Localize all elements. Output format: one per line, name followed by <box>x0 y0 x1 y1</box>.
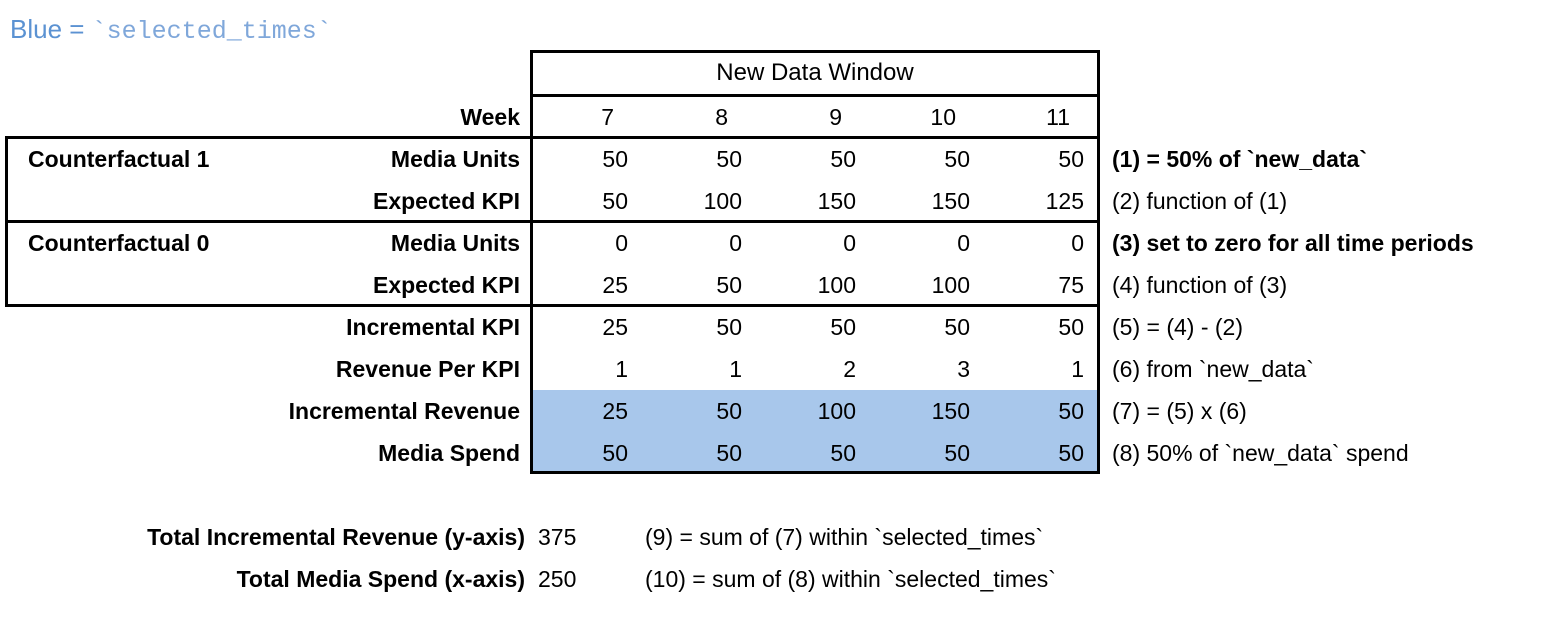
border-cf0-bottom <box>5 304 1100 307</box>
cell-value: 50 <box>716 314 742 340</box>
border-cf1-bottom <box>5 220 1100 223</box>
group-label-counterfactual-1: Counterfactual 1 <box>28 146 210 172</box>
cell-value: 0 <box>729 230 742 256</box>
cell-value: 50 <box>830 440 856 466</box>
week-row: Week 7 8 9 10 11 <box>0 96 1544 138</box>
cell-value: 50 <box>602 440 628 466</box>
cell-value: 50 <box>602 188 628 214</box>
cell-value: 50 <box>716 272 742 298</box>
row-label: Media Units <box>390 230 520 256</box>
week-label: Week <box>460 104 520 130</box>
cell-value: 0 <box>1071 230 1084 256</box>
border-center-vertical <box>530 50 533 474</box>
total-media-spend-row: Total Media Spend (x-axis) 250 (10) = su… <box>0 558 1544 600</box>
table-row-media-units-cf0: Media Units 0 0 0 0 0 (3) set to zero fo… <box>0 222 1544 264</box>
cell-value: 50 <box>830 314 856 340</box>
total-value: 375 <box>538 524 577 550</box>
cell-value: 50 <box>716 146 742 172</box>
legend-blue-selected-times: Blue = `selected_times` <box>10 14 332 46</box>
cell-value: 25 <box>602 272 628 298</box>
row-label: Media Units <box>390 146 520 172</box>
table-row-incremental-kpi: Incremental KPI 25 50 50 50 50 (5) = (4)… <box>0 306 1544 348</box>
row-label: Expected KPI <box>373 272 520 298</box>
cell-value: 150 <box>817 188 856 214</box>
row-label: Revenue Per KPI <box>335 356 520 382</box>
table-row-expected-kpi-cf1: Expected KPI 50 100 150 150 125 (2) func… <box>0 180 1544 222</box>
cell-value: 100 <box>817 398 856 424</box>
cell-value: 50 <box>1058 398 1084 424</box>
cell-value: 150 <box>931 398 970 424</box>
cell-value: 0 <box>957 230 970 256</box>
total-value: 250 <box>538 566 577 592</box>
week-value: 11 <box>1046 104 1070 130</box>
total-label: Total Incremental Revenue (y-axis) <box>147 524 525 550</box>
legend-code: `selected_times` <box>91 17 332 46</box>
cell-value: 50 <box>830 146 856 172</box>
cell-value: 25 <box>602 314 628 340</box>
cell-value: 50 <box>944 146 970 172</box>
table-row-media-spend: Media Spend 50 50 50 50 50 (8) 50% of `n… <box>0 432 1544 474</box>
row-annotation: (4) function of (3) <box>1112 272 1288 298</box>
cell-value: 50 <box>716 398 742 424</box>
table-row-incremental-revenue: Incremental Revenue 25 50 100 150 50 (7)… <box>0 390 1544 432</box>
row-annotation: (1) = 50% of `new_data` <box>1112 146 1367 172</box>
total-annotation: (10) = sum of (8) within `selected_times… <box>645 566 1056 592</box>
cell-value: 0 <box>843 230 856 256</box>
week-value: 8 <box>715 104 728 130</box>
cell-value: 50 <box>1058 314 1084 340</box>
row-annotation: (3) set to zero for all time periods <box>1112 230 1474 256</box>
border-week-bottom <box>5 136 1100 139</box>
total-incremental-revenue-row: Total Incremental Revenue (y-axis) 375 (… <box>0 516 1544 558</box>
row-annotation: (6) from `new_data` <box>1112 356 1314 382</box>
cell-value: 125 <box>1045 188 1084 214</box>
cell-value: 1 <box>1071 356 1084 382</box>
cell-value: 50 <box>944 314 970 340</box>
total-annotation: (9) = sum of (7) within `selected_times` <box>645 524 1044 550</box>
border-header-top <box>530 50 1100 53</box>
cell-value: 25 <box>602 398 628 424</box>
selected-times-highlight <box>532 390 1098 473</box>
week-value: 7 <box>601 104 614 130</box>
row-label: Media Spend <box>378 440 520 466</box>
cell-value: 2 <box>843 356 856 382</box>
total-label: Total Media Spend (x-axis) <box>236 566 525 592</box>
border-header-bottom <box>530 94 1100 97</box>
border-right-vertical <box>1097 50 1100 474</box>
table-row-expected-kpi-cf0: Expected KPI 25 50 100 100 75 (4) functi… <box>0 264 1544 306</box>
cell-value: 3 <box>957 356 970 382</box>
row-label: Incremental Revenue <box>288 398 520 424</box>
border-left-vertical <box>5 136 8 307</box>
cell-value: 1 <box>615 356 628 382</box>
cell-value: 50 <box>1058 440 1084 466</box>
cell-value: 50 <box>1058 146 1084 172</box>
cell-value: 100 <box>703 188 742 214</box>
group-label-counterfactual-0: Counterfactual 0 <box>28 230 210 256</box>
cell-value: 50 <box>944 440 970 466</box>
table-row-revenue-per-kpi: Revenue Per KPI 1 1 2 3 1 (6) from `new_… <box>0 348 1544 390</box>
row-annotation: (5) = (4) - (2) <box>1112 314 1243 340</box>
cell-value: 50 <box>602 146 628 172</box>
cell-value: 0 <box>615 230 628 256</box>
border-table-bottom <box>530 471 1100 474</box>
cell-value: 100 <box>817 272 856 298</box>
new-data-window-header: New Data Window <box>716 59 914 86</box>
row-label: Expected KPI <box>373 188 520 214</box>
legend-prefix: Blue = <box>10 14 92 44</box>
row-label: Incremental KPI <box>346 314 520 340</box>
week-value: 10 <box>930 104 956 130</box>
cell-value: 50 <box>716 440 742 466</box>
table-row-media-units-cf1: Media Units 50 50 50 50 50 (1) = 50% of … <box>0 138 1544 180</box>
cell-value: 75 <box>1058 272 1084 298</box>
cell-value: 150 <box>931 188 970 214</box>
row-annotation: (7) = (5) x (6) <box>1112 398 1247 424</box>
cell-value: 100 <box>931 272 970 298</box>
week-value: 9 <box>829 104 842 130</box>
row-annotation: (8) 50% of `new_data` spend <box>1112 440 1409 466</box>
cell-value: 1 <box>729 356 742 382</box>
row-annotation: (2) function of (1) <box>1112 188 1288 214</box>
